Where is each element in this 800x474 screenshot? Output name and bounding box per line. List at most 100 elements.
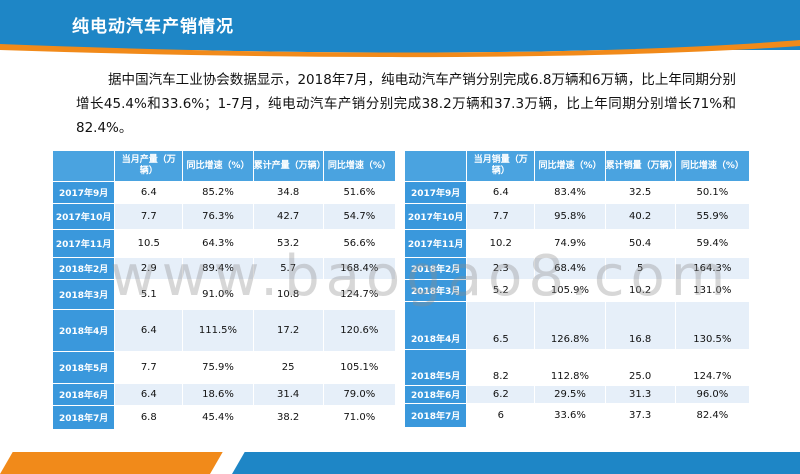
table-cell: 6 xyxy=(466,403,536,428)
footer-orange-bar xyxy=(0,452,223,474)
table-cell: 59.4% xyxy=(674,229,751,258)
table-cell: 124.7% xyxy=(674,349,751,386)
row-header: 2018年5月 xyxy=(51,351,116,384)
table-cell: 75.9% xyxy=(182,351,254,384)
row-header: 2018年5月 xyxy=(403,349,468,386)
row-header: 2018年2月 xyxy=(403,257,468,280)
row-header: 2017年11月 xyxy=(51,229,116,258)
table-cell: 6.4 xyxy=(466,181,536,204)
table-cell: 64.3% xyxy=(182,229,254,258)
table-cell: 56.6% xyxy=(322,229,397,258)
table-cell: 124.7% xyxy=(322,279,397,310)
column-header: 当月销量（万辆） xyxy=(466,150,536,182)
column-header: 当月产量（万辆） xyxy=(114,150,184,182)
table-row: 2018年3月 5.1 91.0% 10.8 124.7% xyxy=(51,279,397,310)
row-header: 2017年9月 xyxy=(403,181,468,204)
table-cell: 5.1 xyxy=(114,279,184,310)
table-cell: 120.6% xyxy=(322,309,397,352)
table-cell: 82.4% xyxy=(674,403,751,428)
column-header: 累计产量（万辆） xyxy=(252,150,326,182)
table-corner xyxy=(51,150,116,182)
row-header: 2017年9月 xyxy=(51,181,116,204)
table-cell: 34.8 xyxy=(252,181,324,204)
table-cell: 25 xyxy=(252,351,324,384)
table-cell: 16.8 xyxy=(604,301,676,350)
column-header: 累计销量（万辆） xyxy=(604,150,678,182)
column-header: 同比增速（%） xyxy=(674,150,751,182)
table-cell: 76.3% xyxy=(182,203,254,230)
table-cell: 2.3 xyxy=(466,257,536,280)
row-header: 2018年6月 xyxy=(51,383,116,406)
table-cell: 53.2 xyxy=(252,229,324,258)
table-cell: 130.5% xyxy=(674,301,751,350)
table-row: 2018年6月 6.2 29.5% 31.3 96.0% xyxy=(403,385,751,404)
table-cell: 5.2 xyxy=(466,279,536,302)
table-cell: 29.5% xyxy=(534,385,606,404)
table-cell: 105.9% xyxy=(534,279,606,302)
row-header: 2018年7月 xyxy=(51,405,116,430)
table-cell: 6.8 xyxy=(114,405,184,430)
table-cell: 89.4% xyxy=(182,257,254,280)
table-cell: 112.8% xyxy=(534,349,606,386)
table-cell: 105.1% xyxy=(322,351,397,384)
sales-table: 当月销量（万辆） 同比增速（%） 累计销量（万辆） 同比增速（%） 2017年9… xyxy=(403,150,751,428)
table-cell: 96.0% xyxy=(674,385,751,404)
table-row: 2018年7月 6.8 45.4% 38.2 71.0% xyxy=(51,405,397,430)
header-wave xyxy=(0,30,800,58)
table-cell: 5 xyxy=(604,257,676,280)
table-cell: 7.7 xyxy=(466,203,536,230)
table-cell: 55.9% xyxy=(674,203,751,230)
page-title: 纯电动汽车产销情况 xyxy=(72,17,234,37)
table-cell: 91.0% xyxy=(182,279,254,310)
row-header: 2018年4月 xyxy=(51,309,116,352)
row-header: 2017年10月 xyxy=(51,203,116,230)
table-cell: 32.5 xyxy=(604,181,676,204)
row-header: 2017年10月 xyxy=(403,203,468,230)
table-cell: 31.3 xyxy=(604,385,676,404)
table-cell: 111.5% xyxy=(182,309,254,352)
table-cell: 51.6% xyxy=(322,181,397,204)
table-row: 2018年4月 6.4 111.5% 17.2 120.6% xyxy=(51,309,397,352)
table-cell: 40.2 xyxy=(604,203,676,230)
production-table: 当月产量（万辆） 同比增速（%） 累计产量（万辆） 同比增速（%） 2017年9… xyxy=(51,150,397,430)
table-cell: 68.4% xyxy=(534,257,606,280)
table-cell: 7.7 xyxy=(114,351,184,384)
table-row: 2017年11月 10.5 64.3% 53.2 56.6% xyxy=(51,229,397,258)
table-cell: 10.2 xyxy=(466,229,536,258)
row-header: 2018年6月 xyxy=(403,385,468,404)
table-cell: 10.5 xyxy=(114,229,184,258)
table-cell: 31.4 xyxy=(252,383,324,406)
table-header-row: 当月销量（万辆） 同比增速（%） 累计销量（万辆） 同比增速（%） xyxy=(403,150,751,182)
table-cell: 6.4 xyxy=(114,181,184,204)
table-row: 2018年7月 6 33.6% 37.3 82.4% xyxy=(403,403,751,428)
table-row: 2017年11月 10.2 74.9% 50.4 59.4% xyxy=(403,229,751,258)
table-row: 2017年10月 7.7 95.8% 40.2 55.9% xyxy=(403,203,751,230)
row-header: 2018年3月 xyxy=(403,279,468,302)
table-cell: 42.7 xyxy=(252,203,324,230)
table-row: 2018年4月 6.5 126.8% 16.8 130.5% xyxy=(403,301,751,350)
table-row: 2018年2月 2.9 89.4% 5.7 168.4% xyxy=(51,257,397,280)
table-row: 2018年5月 7.7 75.9% 25 105.1% xyxy=(51,351,397,384)
table-row: 2018年2月 2.3 68.4% 5 164.3% xyxy=(403,257,751,280)
table-cell: 5.7 xyxy=(252,257,324,280)
table-cell: 10.8 xyxy=(252,279,324,310)
table-cell: 6.5 xyxy=(466,301,536,350)
table-cell: 7.7 xyxy=(114,203,184,230)
summary-paragraph: 据中国汽车工业协会数据显示，2018年7月，纯电动汽车产销分别完成6.8万辆和6… xyxy=(76,72,736,136)
table-row: 2017年9月 6.4 83.4% 32.5 50.1% xyxy=(403,181,751,204)
table-cell: 18.6% xyxy=(182,383,254,406)
table-cell: 126.8% xyxy=(534,301,606,350)
table-cell: 79.0% xyxy=(322,383,397,406)
row-header: 2018年4月 xyxy=(403,301,468,350)
table-cell: 6.2 xyxy=(466,385,536,404)
table-cell: 131.0% xyxy=(674,279,751,302)
row-header: 2018年7月 xyxy=(403,403,468,428)
table-cell: 6.4 xyxy=(114,309,184,352)
row-header: 2018年2月 xyxy=(51,257,116,280)
table-cell: 50.1% xyxy=(674,181,751,204)
table-cell: 33.6% xyxy=(534,403,606,428)
table-cell: 45.4% xyxy=(182,405,254,430)
table-cell: 83.4% xyxy=(534,181,606,204)
table-cell: 164.3% xyxy=(674,257,751,280)
table-corner xyxy=(403,150,468,182)
